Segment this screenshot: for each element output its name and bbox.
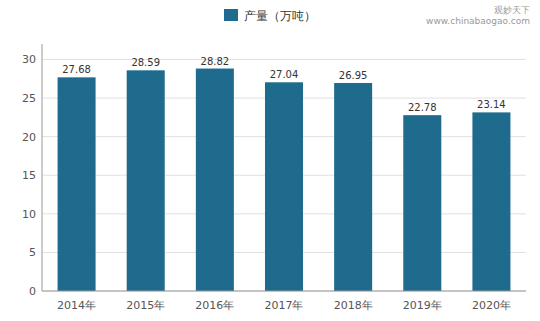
bar [472,112,510,291]
y-tick-label: 25 [22,92,36,105]
legend-swatch [224,9,238,21]
y-tick-label: 10 [22,208,36,221]
bar [58,77,96,291]
y-tick-label: 20 [22,131,36,144]
data-label: 28.59 [131,57,160,68]
grid-line [42,59,526,60]
chart: 0 5 10 15 20 25 30 27.68 28.59 28.82 27.04 26.95 22.… [0,0,540,321]
legend: 产量（万吨） [224,9,316,23]
data-label: 27.68 [62,64,91,75]
annotation: www.chinabaogao.com [426,16,530,26]
x-axis-line [42,291,526,292]
x-tick-label: 2016年 [195,299,234,312]
y-tick-label: 0 [29,285,36,298]
bar [334,83,372,291]
x-tick-label: 2017年 [265,299,304,312]
x-tick-label: 2020年 [472,299,511,312]
y-tick-label: 15 [22,169,36,182]
x-tick-label: 2015年 [126,299,165,312]
bars [58,69,511,291]
bar [403,115,441,291]
legend-label: 产量（万吨） [244,9,316,23]
data-label: 26.95 [339,70,368,81]
x-tick-label: 2018年 [334,299,373,312]
bar [265,82,303,291]
y-tick-label: 30 [22,53,36,66]
data-label: 23.14 [477,99,506,110]
data-label: 22.78 [408,102,437,113]
data-label: 27.04 [270,69,299,80]
x-tick-label: 2019年 [403,299,442,312]
data-label: 28.82 [201,56,230,67]
y-axis-line [42,44,43,291]
x-tick-label: 2014年 [57,299,96,312]
bar [127,70,165,291]
bar [196,69,234,291]
grid-line [42,291,526,292]
y-tick-label: 5 [29,246,36,259]
annotation: 观妙天下 [494,5,530,15]
